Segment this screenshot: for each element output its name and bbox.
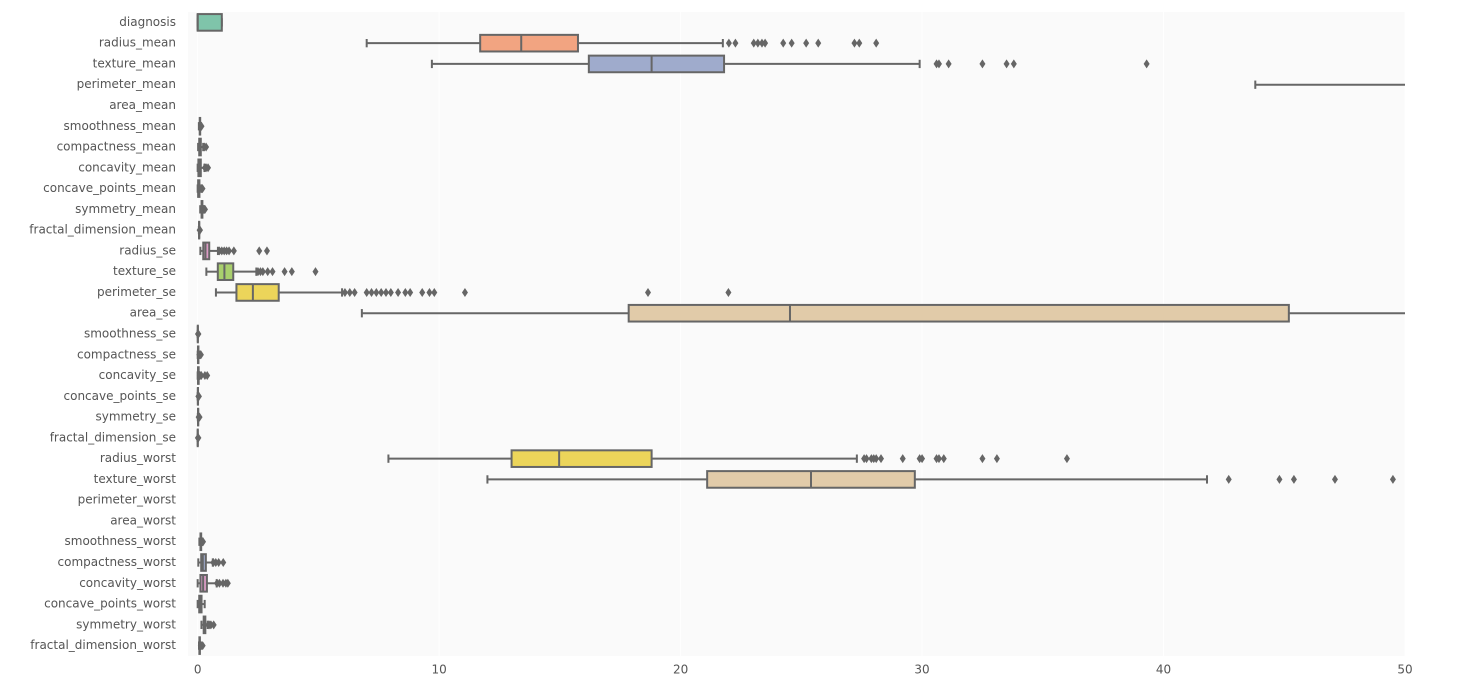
y-tick-label: concavity_worst: [79, 576, 176, 590]
y-tick-label: fractal_dimension_se: [50, 430, 176, 444]
y-tick-label: concave_points_mean: [43, 181, 176, 195]
y-tick-label: area_worst: [110, 513, 176, 527]
y-tick-label: perimeter_mean: [77, 77, 176, 91]
y-tick-label: compactness_mean: [57, 140, 176, 154]
box: [589, 56, 724, 73]
x-tick-label: 20: [673, 663, 688, 677]
x-tick-label: 30: [914, 663, 929, 677]
y-tick-label: texture_worst: [94, 472, 177, 486]
y-tick-label: area_se: [130, 306, 176, 320]
y-tick-label: compactness_worst: [58, 555, 177, 569]
box: [236, 284, 278, 301]
y-tick-label: texture_se: [113, 264, 176, 278]
y-tick-label: symmetry_worst: [76, 617, 176, 631]
box: [198, 14, 222, 31]
y-tick-label: concave_points_se: [64, 389, 176, 403]
x-tick-label: 10: [431, 663, 446, 677]
y-tick-label: fractal_dimension_mean: [29, 223, 176, 237]
y-tick-label: radius_worst: [100, 451, 176, 465]
plot-area: [188, 12, 1405, 656]
y-tick-label: concavity_mean: [78, 160, 176, 174]
y-tick-label: perimeter_worst: [78, 493, 177, 507]
y-tick-label: texture_mean: [93, 56, 176, 70]
y-tick-label: smoothness_mean: [64, 119, 176, 133]
x-tick-label: 50: [1397, 663, 1412, 677]
y-tick-label: perimeter_se: [97, 285, 176, 299]
y-tick-label: smoothness_worst: [65, 534, 177, 548]
box: [629, 305, 1289, 322]
box: [480, 35, 578, 52]
y-tick-label: concavity_se: [99, 368, 176, 382]
y-tick-label: compactness_se: [77, 347, 176, 361]
y-tick-label: radius_mean: [99, 36, 176, 50]
y-tick-label: fractal_dimension_worst: [30, 638, 176, 652]
y-tick-label: concave_points_worst: [44, 597, 176, 611]
y-tick-label: radius_se: [119, 243, 176, 257]
box: [512, 450, 652, 467]
y-tick-label: area_mean: [109, 98, 176, 112]
x-tick-label: 40: [1156, 663, 1171, 677]
x-tick-label: 0: [194, 663, 202, 677]
y-tick-label: symmetry_se: [96, 410, 177, 424]
y-tick-label: diagnosis: [119, 15, 176, 29]
y-tick-label: symmetry_mean: [75, 202, 176, 216]
y-tick-label: smoothness_se: [84, 327, 176, 341]
box: [218, 263, 233, 280]
